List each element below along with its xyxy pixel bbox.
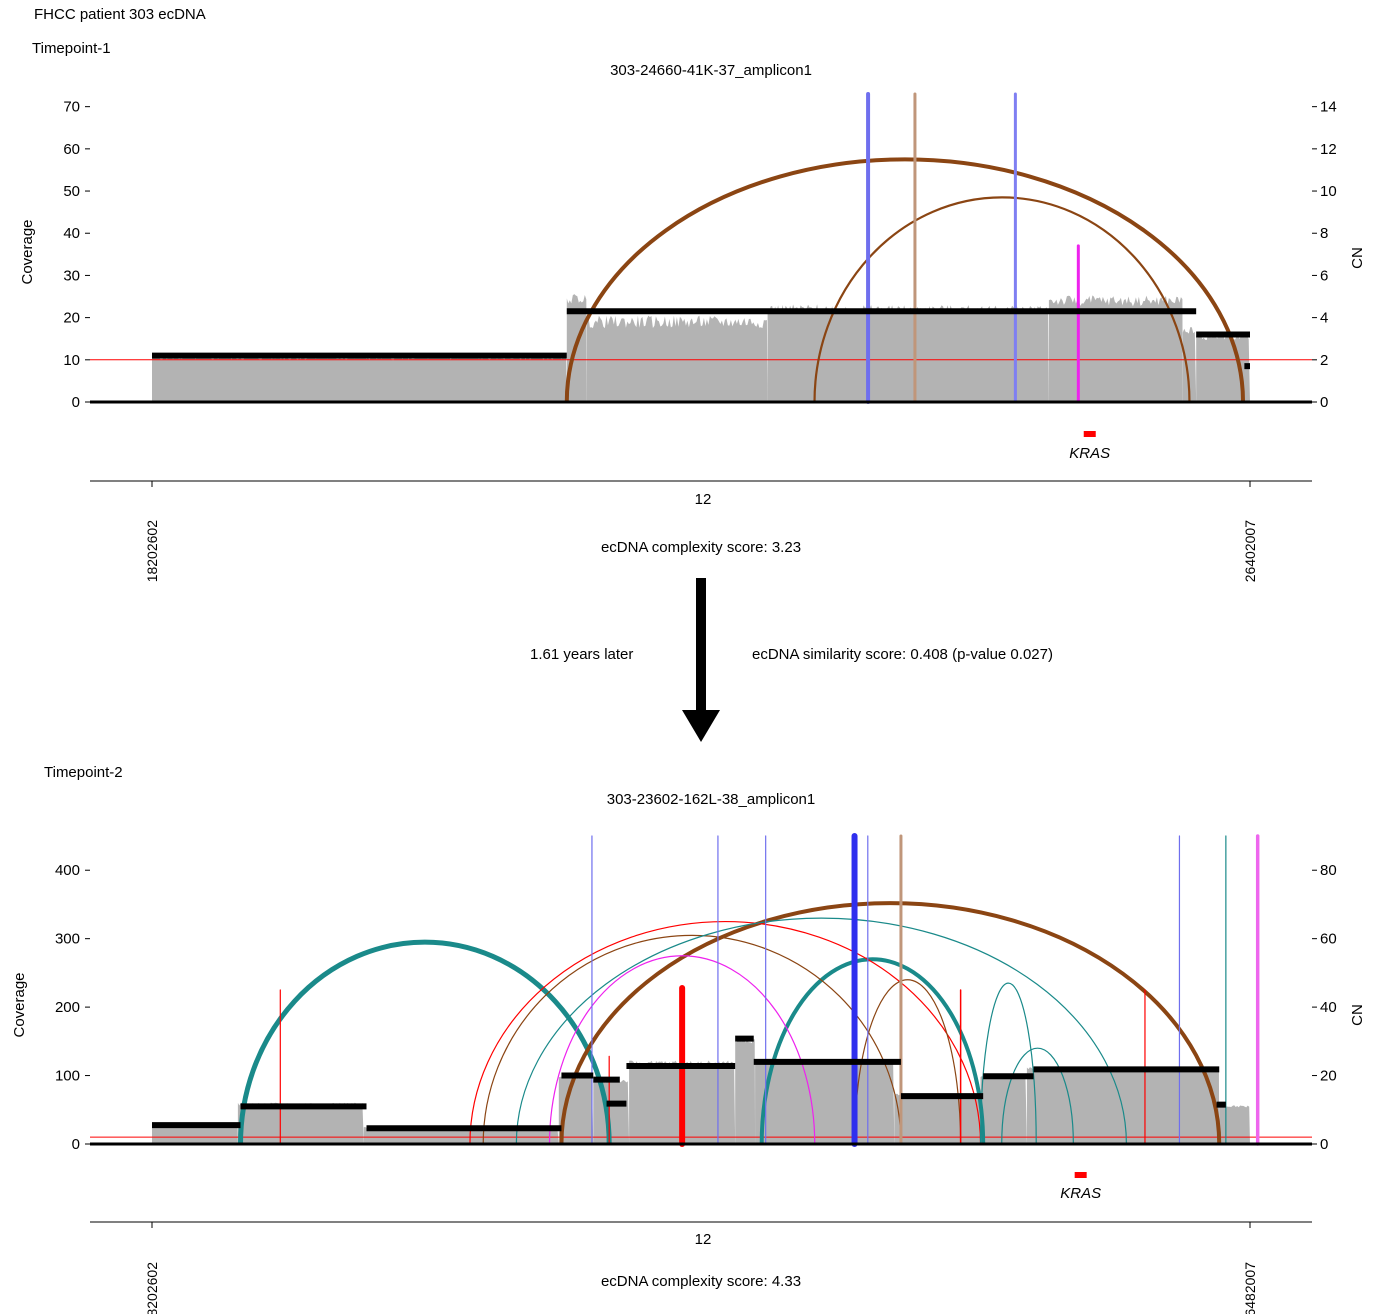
left-tick-label: 300 <box>55 931 80 948</box>
coverage-bin-group <box>1219 1105 1250 1144</box>
coverage-bin-group <box>767 304 869 402</box>
left-tick-label: 40 <box>63 225 80 242</box>
arc-2 <box>759 957 986 1145</box>
coverage-bin-group <box>1048 295 1183 402</box>
gene-label: KRAS <box>1060 1185 1101 1202</box>
coverage-bin-group <box>152 1123 238 1144</box>
arc-9 <box>979 982 1037 1145</box>
arc-6 <box>515 917 1127 1145</box>
x-tick-label: 26402007 <box>1242 520 1258 583</box>
complexity-score: ecDNA complexity score: 4.33 <box>601 1273 801 1290</box>
left-tick-label: 30 <box>63 267 80 284</box>
right-tick-label: 80 <box>1320 862 1337 879</box>
chart-title: 303-24660-41K-37_amplicon1 <box>610 62 812 79</box>
x-tick-label: 18202602 <box>144 1262 160 1314</box>
left-axis-label: Coverage <box>11 972 28 1037</box>
right-tick-label: 2 <box>1320 352 1328 369</box>
coverage-bin-group <box>1182 327 1197 402</box>
chart-panel-1: 303-24660-41K-37_amplicon101020304050607… <box>19 62 1366 582</box>
right-tick-label: 14 <box>1320 99 1337 116</box>
right-tick-label: 60 <box>1320 931 1337 948</box>
left-tick-label: 20 <box>63 310 80 327</box>
coverage-bin-group <box>868 305 1049 402</box>
left-tick-label: 10 <box>63 352 80 369</box>
right-tick-label: 40 <box>1320 999 1337 1016</box>
gene-label: KRAS <box>1069 445 1110 462</box>
coverage-bin-group <box>586 315 768 402</box>
right-axis-label: CN <box>1349 247 1366 269</box>
x-tick-label: 18202602 <box>144 520 160 583</box>
arc-5 <box>482 935 902 1145</box>
coverage-bin-group <box>735 1039 756 1144</box>
left-tick-label: 0 <box>72 394 80 411</box>
coverage-bin-group <box>755 1059 895 1144</box>
left-tick-label: 100 <box>55 1068 80 1085</box>
coverage-bin-group <box>237 1102 364 1144</box>
arc-1 <box>564 157 1246 403</box>
right-tick-label: 12 <box>1320 141 1337 158</box>
coverage-bin-group <box>152 355 567 402</box>
chromosome-label: 12 <box>695 491 712 508</box>
timepoint-1-label: Timepoint-1 <box>32 40 111 57</box>
right-tick-label: 20 <box>1320 1068 1337 1085</box>
coverage-bin-group <box>894 1093 981 1144</box>
left-tick-label: 0 <box>72 1136 80 1153</box>
right-tick-label: 8 <box>1320 225 1328 242</box>
coverage-bin-group <box>1026 1066 1220 1144</box>
arc-7 <box>548 955 816 1145</box>
arc-2 <box>813 196 1191 403</box>
similarity-label: ecDNA similarity score: 0.408 (p-value 0… <box>752 646 1053 663</box>
right-tick-label: 4 <box>1320 310 1328 327</box>
left-tick-label: 200 <box>55 999 80 1016</box>
down-arrow-icon <box>682 578 720 742</box>
arc-4 <box>469 921 982 1145</box>
chart-title: 303-23602-162L-38_amplicon1 <box>607 791 816 808</box>
left-tick-label: 60 <box>63 141 80 158</box>
chromosome-label: 12 <box>695 1231 712 1248</box>
left-tick-label: 50 <box>63 183 80 200</box>
arc-8 <box>853 979 962 1145</box>
gene-marker <box>1083 431 1096 437</box>
chart-panel-2: 303-23602-162L-38_amplicon10100200300400… <box>11 791 1366 1314</box>
right-tick-label: 0 <box>1320 394 1328 411</box>
right-tick-label: 10 <box>1320 183 1337 200</box>
timepoint-2-label: Timepoint-2 <box>44 764 123 781</box>
coverage-bin-group <box>980 1075 1027 1144</box>
coverage-series <box>152 294 1250 402</box>
right-tick-label: 0 <box>1320 1136 1328 1153</box>
left-tick-label: 70 <box>63 99 80 116</box>
right-axis-label: CN <box>1349 1004 1366 1026</box>
left-axis-label: Coverage <box>19 219 36 284</box>
complexity-score: ecDNA complexity score: 3.23 <box>601 539 801 556</box>
x-tick-label: 26482007 <box>1242 1262 1258 1314</box>
interval-label: 1.61 years later <box>530 646 634 663</box>
left-tick-label: 400 <box>55 862 80 879</box>
coverage-series <box>152 1039 1250 1144</box>
figure-title: FHCC patient 303 ecDNA <box>34 6 206 23</box>
gene-marker <box>1074 1172 1087 1178</box>
right-tick-label: 6 <box>1320 267 1328 284</box>
